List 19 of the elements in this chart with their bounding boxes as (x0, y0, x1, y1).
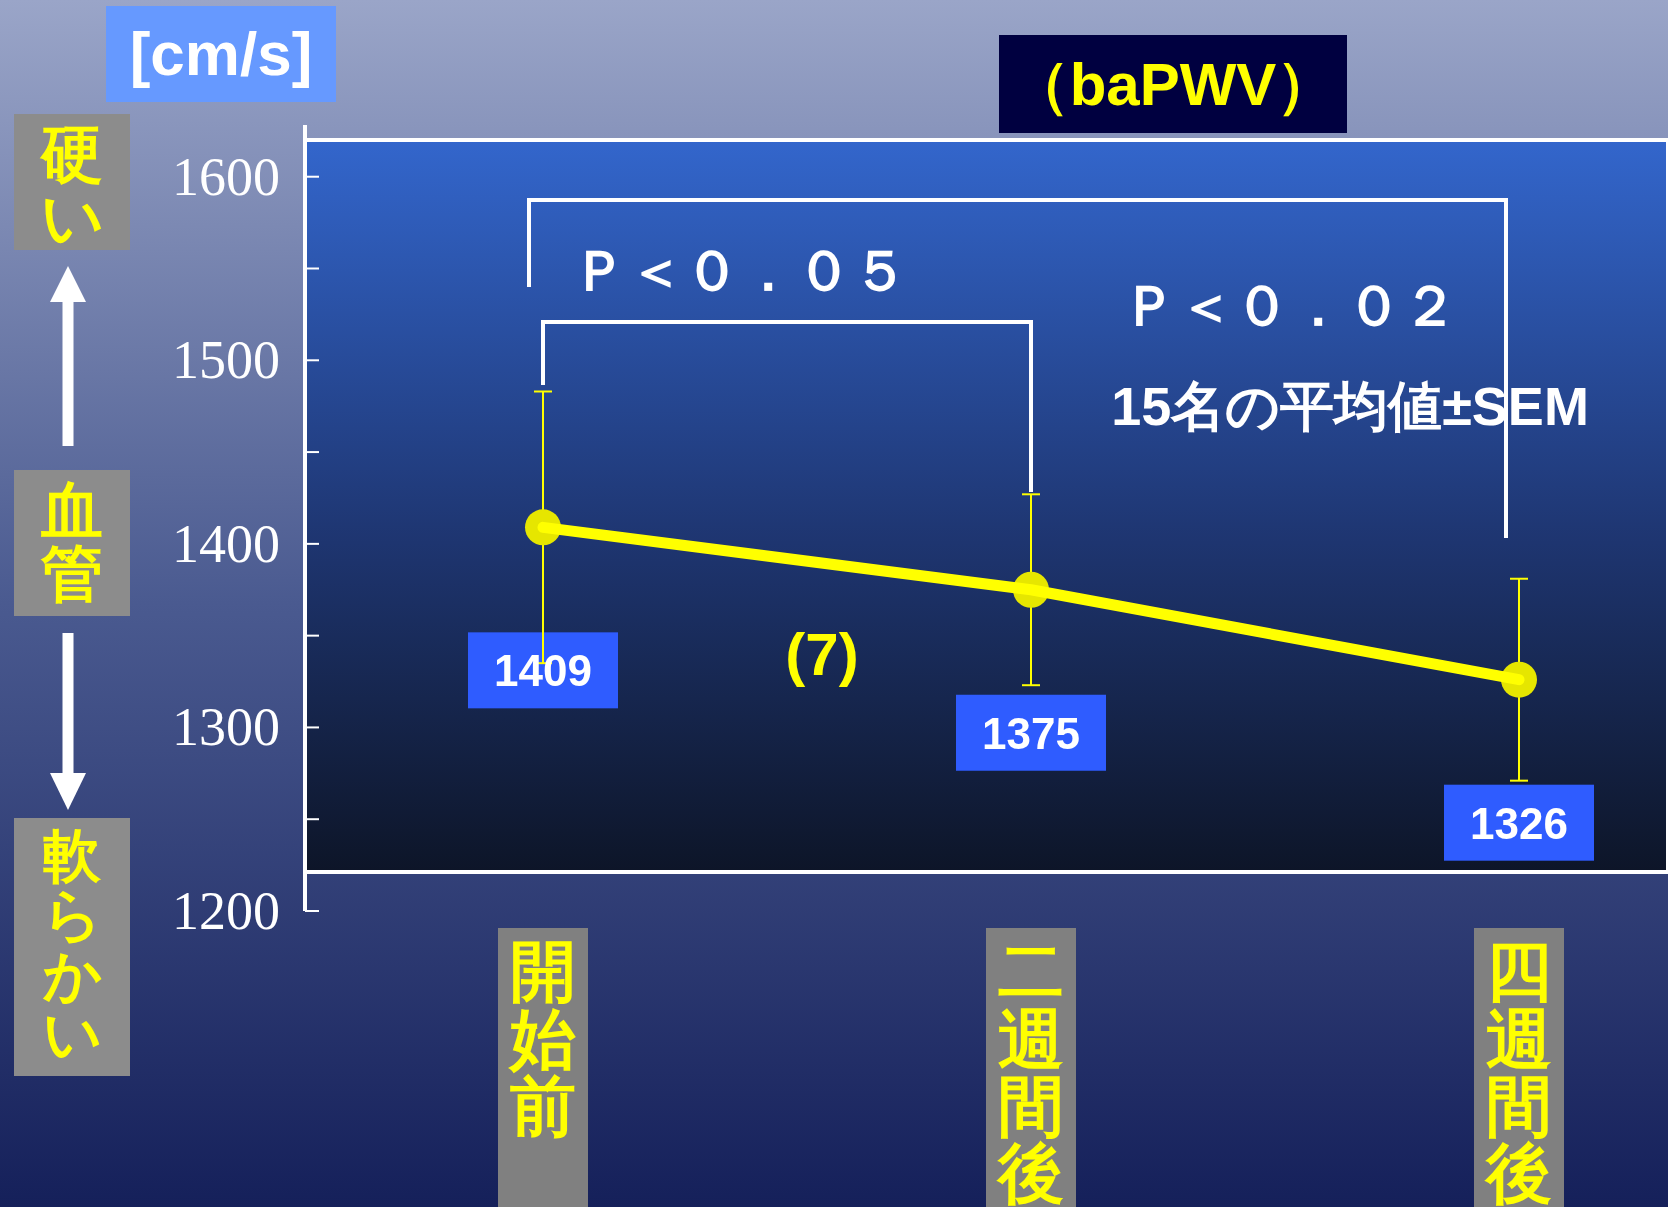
annotation: Ｐ＜０．０５ (572, 239, 908, 302)
y-tick-label: 1500 (172, 330, 280, 391)
chart-title: （baPWV） (1009, 51, 1337, 118)
x-tick-label: 二週間後 (996, 934, 1064, 1207)
x-tick-label: 四週間後 (1484, 934, 1552, 1207)
x-tick-label: 開始前 (508, 934, 576, 1144)
y-tick-label: 1200 (172, 881, 280, 941)
text: 血管 (40, 475, 103, 609)
y-tick-label: 1400 (172, 513, 280, 574)
annotation: Ｐ＜０．０２ (1122, 274, 1458, 337)
y-tick-label: 1300 (172, 697, 280, 758)
text: 硬い (39, 119, 104, 253)
data-label: 1409 (494, 646, 592, 696)
data-label: 1375 (982, 708, 1080, 758)
text: 軟らかい (41, 823, 102, 1066)
y-axis-title: [cm/s] (129, 19, 313, 88)
data-label: 1326 (1470, 798, 1568, 848)
y-tick-label: 1600 (172, 146, 280, 207)
annotation: (7) (785, 621, 859, 688)
